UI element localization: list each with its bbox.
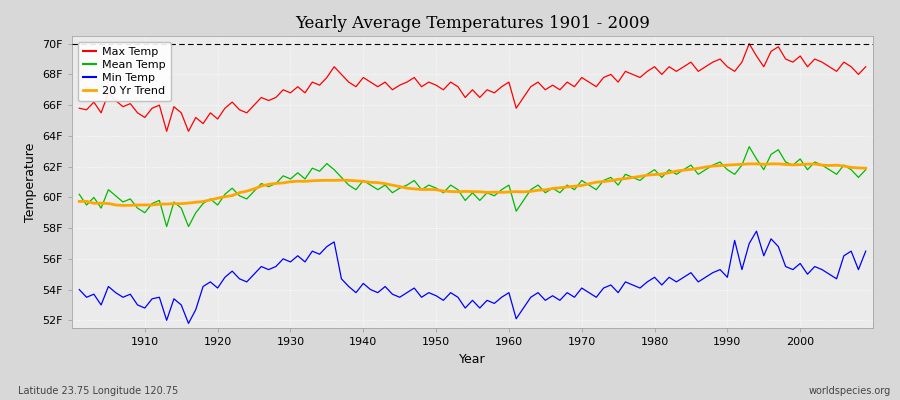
Legend: Max Temp, Mean Temp, Min Temp, 20 Yr Trend: Max Temp, Mean Temp, Min Temp, 20 Yr Tre… bbox=[77, 42, 171, 102]
Y-axis label: Temperature: Temperature bbox=[24, 142, 37, 222]
X-axis label: Year: Year bbox=[459, 352, 486, 366]
Text: Latitude 23.75 Longitude 120.75: Latitude 23.75 Longitude 120.75 bbox=[18, 386, 178, 396]
Title: Yearly Average Temperatures 1901 - 2009: Yearly Average Temperatures 1901 - 2009 bbox=[295, 15, 650, 32]
Text: worldspecies.org: worldspecies.org bbox=[809, 386, 891, 396]
